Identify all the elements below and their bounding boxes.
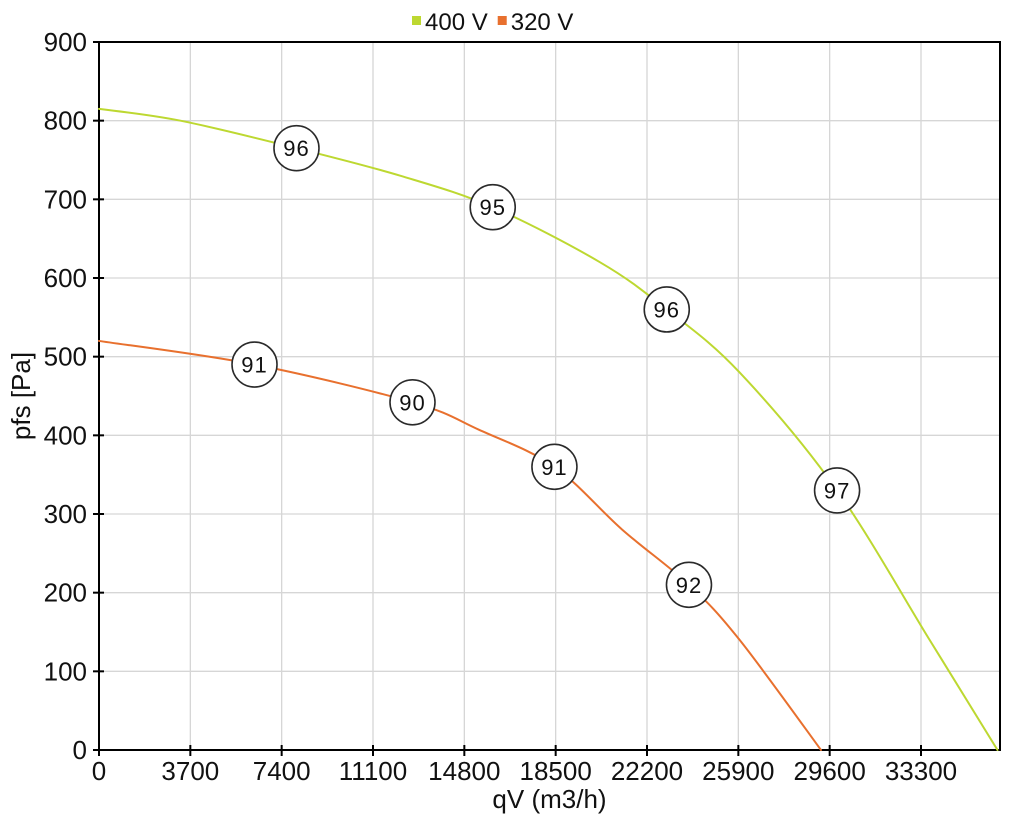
efficiency-marker-value: 90 — [399, 390, 425, 415]
y-tick-label: 800 — [44, 106, 87, 136]
x-axis-title: qV (m3/h) — [492, 784, 606, 814]
legend-swatch — [497, 16, 507, 25]
x-tick-label: 3700 — [161, 756, 219, 786]
y-axis-title: pfs [Pa] — [6, 352, 36, 440]
efficiency-marker-value: 91 — [541, 455, 567, 480]
x-tick-label: 14800 — [428, 756, 500, 786]
point-labels: 96 95 96 97 91 90 91 92 — [231, 124, 861, 609]
x-tick-label: 18500 — [520, 756, 592, 786]
axes — [93, 41, 1001, 756]
efficiency-marker-value: 95 — [479, 195, 505, 220]
plot-border — [98, 41, 1001, 751]
efficiency-marker-circle — [389, 378, 436, 426]
x-tick-label: 22200 — [611, 756, 683, 786]
legend-item-320-v[interactable]: 320 V — [497, 9, 574, 36]
y-tick-label: 600 — [44, 263, 87, 293]
curve-320-v — [98, 339, 822, 751]
efficiency-marker-value: 96 — [654, 297, 680, 322]
y-tick-label: 100 — [44, 656, 87, 686]
curve-400-v — [98, 107, 999, 751]
x-tick-label: 29600 — [794, 756, 866, 786]
y-tick-label: 400 — [44, 420, 87, 450]
gridlines — [99, 41, 1000, 750]
legend-label: 400 V — [425, 9, 488, 36]
efficiency-marker-circle — [531, 443, 578, 491]
x-tick-label: 33300 — [885, 756, 957, 786]
x-tick-label: 0 — [92, 756, 106, 786]
legend: 400 V 320 V — [412, 9, 573, 36]
efficiency-marker-value: 96 — [283, 136, 309, 161]
efficiency-marker-circle — [273, 124, 320, 172]
efficiency-marker-value: 92 — [676, 573, 702, 598]
efficiency-marker-circle — [643, 286, 691, 333]
efficiency-marker-value: 97 — [824, 478, 850, 503]
tick-labels: 0 3700 7400 11100 14800 18500 22200 25900 29600 3… — [44, 27, 958, 786]
series-curves — [98, 107, 999, 751]
y-tick-label: 300 — [44, 499, 87, 529]
y-tick-label: 500 — [44, 342, 87, 372]
efficiency-marker-circle — [665, 561, 713, 609]
legend-swatch — [412, 16, 421, 25]
efficiency-marker-value: 91 — [241, 353, 267, 378]
efficiency-marker-circle — [231, 341, 278, 388]
y-tick-label: 0 — [73, 735, 87, 765]
legend-label: 320 V — [511, 9, 574, 36]
x-tick-label: 11100 — [339, 756, 407, 786]
y-tick-label: 700 — [44, 184, 87, 214]
efficiency-marker-circle — [813, 467, 861, 514]
efficiency-marker-circle — [469, 183, 517, 231]
x-tick-label: 25900 — [702, 756, 774, 786]
x-tick-label: 7400 — [253, 756, 311, 786]
y-tick-label: 900 — [44, 27, 87, 57]
y-tick-label: 200 — [44, 578, 87, 608]
legend-item-400-v[interactable]: 400 V — [412, 9, 488, 36]
